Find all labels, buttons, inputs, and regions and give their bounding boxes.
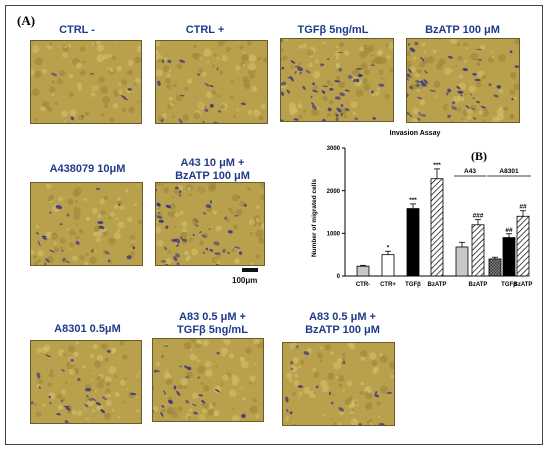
micrograph-ctrl-minus xyxy=(30,40,142,124)
micrograph-a43-bzatp xyxy=(155,182,265,266)
micrograph-tgfb xyxy=(280,38,394,122)
chart-bar xyxy=(356,265,370,277)
image-title-a83-tgfb: A83 0.5 μM + TGFβ 5ng/mL xyxy=(177,311,248,336)
chart-y-axis-label: Number of migrated cells xyxy=(311,179,318,257)
chart-x-tick-label: TGFβ xyxy=(501,282,517,288)
micrograph-a438079 xyxy=(30,182,143,266)
chart-bar xyxy=(502,237,516,277)
chart-y-tick-label: 1000 xyxy=(327,232,341,238)
chart-bar xyxy=(406,208,420,277)
micrograph-bzatp-texture xyxy=(407,39,519,122)
image-title-a83-bzatp: A83 0.5 μM + BzATP 100 μM xyxy=(305,311,380,336)
chart-x-tick-label: BzATP xyxy=(428,282,447,288)
chart-x-tick-label: CTR- xyxy=(356,282,370,288)
scale-bar xyxy=(242,268,258,272)
chart-y-tick-label: 3000 xyxy=(327,146,341,152)
micrograph-ctrl-plus xyxy=(155,40,268,124)
chart-significance-label: *** xyxy=(409,197,417,204)
image-title-a43-bzatp: A43 10 μM + BzATP 100 μM xyxy=(175,157,250,182)
chart-bar xyxy=(516,215,530,277)
micrograph-a8301 xyxy=(30,340,142,424)
scale-bar-label: 100μm xyxy=(232,276,258,285)
chart-bar xyxy=(381,254,395,277)
chart-bar xyxy=(488,258,502,277)
micrograph-ctrl-plus-texture xyxy=(156,41,267,123)
chart-group-label: A8301 xyxy=(499,168,519,175)
panel-b-label: (B) xyxy=(471,149,487,163)
chart-x-tick-label: CTR+ xyxy=(380,282,396,288)
micrograph-a43-bzatp-texture xyxy=(156,183,264,265)
chart-significance-label: *** xyxy=(433,162,441,169)
image-title-bzatp: BzATP 100 μM xyxy=(425,24,500,36)
chart-bar xyxy=(471,224,485,277)
panel-a-label: (A) xyxy=(17,13,36,28)
chart-title: Invasion Assay xyxy=(390,130,441,137)
image-title-tgfb: TGFβ 5ng/mL xyxy=(297,24,369,36)
chart-x-tick-label: TGFβ xyxy=(405,282,421,288)
micrograph-a8301-texture xyxy=(31,341,141,423)
chart-significance-label: * xyxy=(387,244,390,251)
chart-group-label: A43 xyxy=(464,168,476,175)
micrograph-tgfb-texture xyxy=(281,39,393,121)
chart-significance-label: ## xyxy=(505,227,513,234)
micrograph-a83-bzatp xyxy=(282,342,395,426)
chart-x-tick-label: BzATP xyxy=(469,282,488,288)
chart-significance-label: ### xyxy=(473,213,484,220)
chart-x-tick-label: BzATP xyxy=(514,282,533,288)
chart-y-tick-label: 2000 xyxy=(327,189,341,195)
micrograph-bzatp xyxy=(406,38,520,123)
image-title-a8301: A8301 0.5μM xyxy=(54,323,121,335)
invasion-assay-chart: Invasion Assay Number of migrated cells … xyxy=(311,130,533,288)
chart-bar xyxy=(455,246,469,277)
micrograph-a83-tgfb-texture xyxy=(153,339,263,421)
image-title-ctrl-minus: CTRL - xyxy=(59,24,95,36)
image-title-a438079: A438079 10μM xyxy=(49,163,126,175)
micrograph-a438079-texture xyxy=(31,183,142,265)
micrograph-ctrl-minus-texture xyxy=(31,41,141,123)
chart-significance-label: ## xyxy=(519,204,527,211)
chart-bar xyxy=(430,178,444,277)
micrograph-a83-bzatp-texture xyxy=(283,343,394,425)
chart-y-tick-label: 0 xyxy=(337,274,341,280)
image-title-ctrl-plus: CTRL + xyxy=(185,24,225,36)
micrograph-a83-tgfb xyxy=(152,338,264,422)
